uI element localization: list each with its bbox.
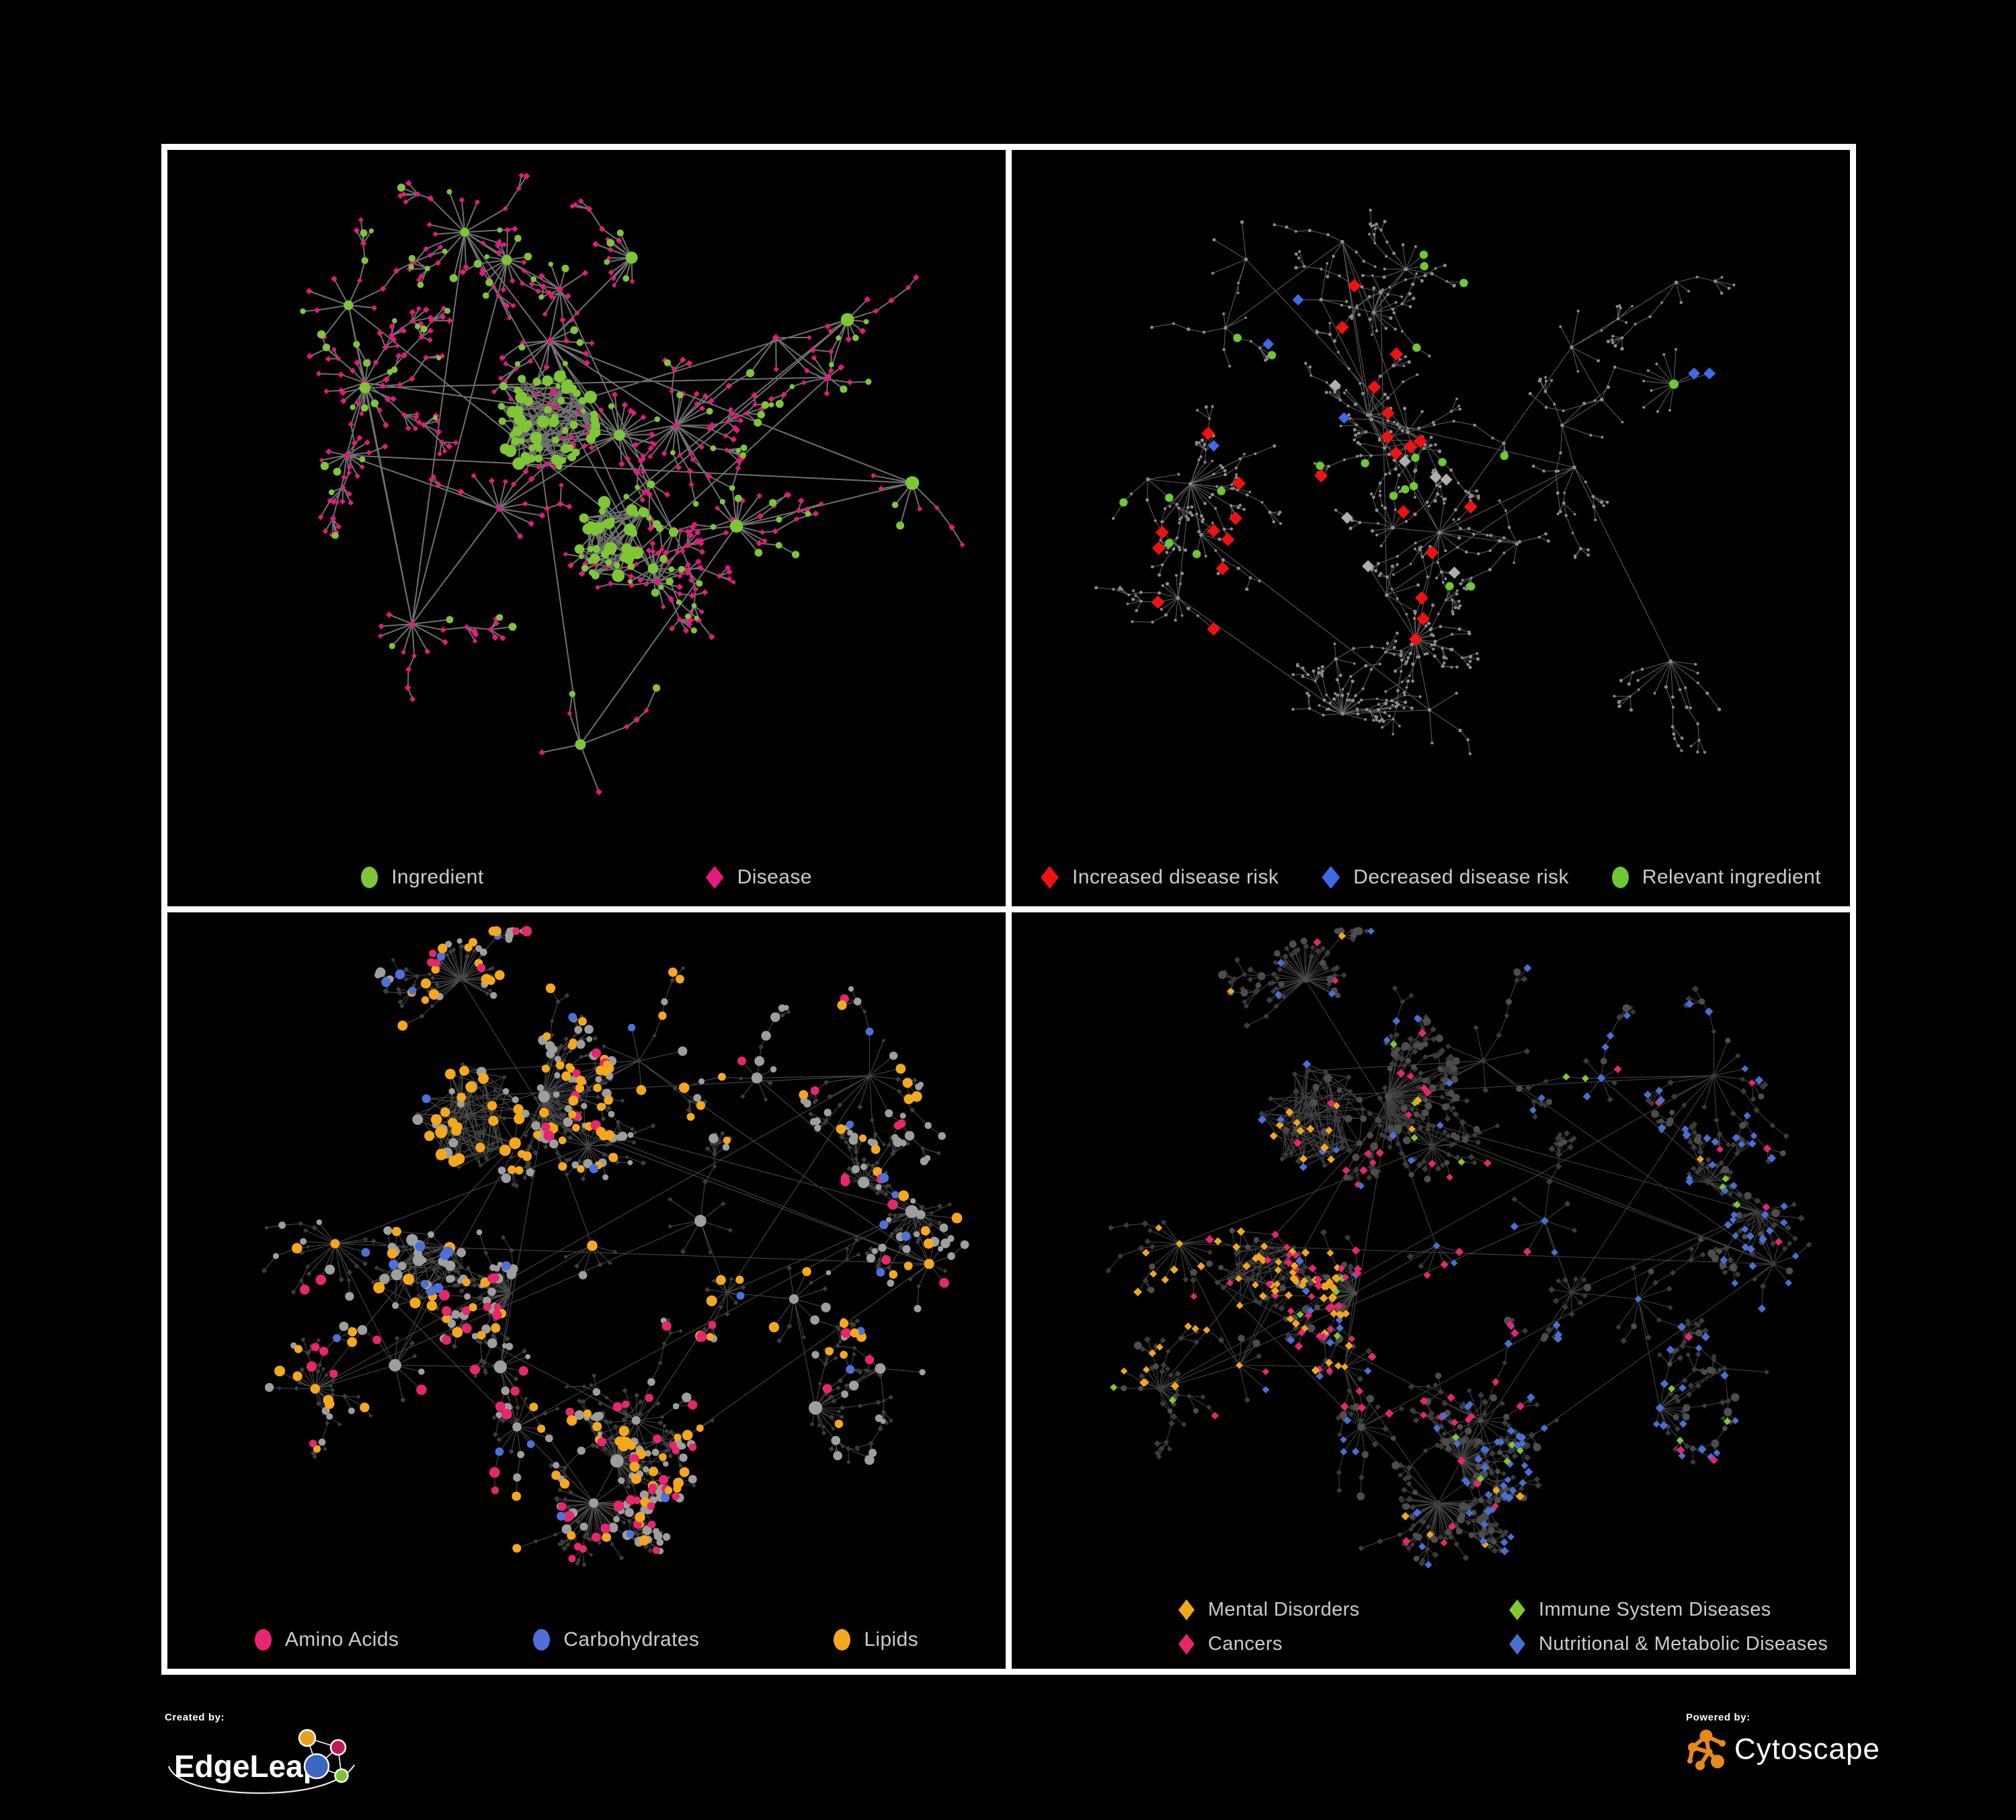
legend-item-mental-disorders: Mental Disorders	[1178, 1599, 1509, 1621]
lipids-marker-icon	[834, 1629, 851, 1651]
cytoscape-logo-icon	[1687, 1729, 1726, 1770]
legend-item-ingredient: Ingredient	[361, 866, 483, 889]
edgeleap-logo: EdgeLeap	[167, 1729, 355, 1794]
legend-item-carbohydrates: Carbohydrates	[533, 1628, 699, 1651]
legend-item-metabolic-diseases: Nutritional & Metabolic Diseases	[1509, 1633, 1828, 1655]
legend-label-increased-risk: Increased disease risk	[1072, 866, 1279, 888]
legend-label-relevant-ingredient: Relevant ingredient	[1642, 866, 1821, 888]
legend-label-amino-acids: Amino Acids	[284, 1628, 399, 1651]
edgeleap-node-green	[334, 1768, 349, 1783]
panel-nutrient-classes: Amino Acids Carbohydrates Lipids	[167, 912, 1006, 1669]
disease-class-network-graph	[1105, 926, 1812, 1569]
nutrient-class-network-graph	[261, 926, 969, 1568]
amino-acids-marker-icon	[254, 1629, 272, 1651]
legend-item-decreased-risk: Decreased disease risk	[1322, 866, 1569, 889]
legend-item-relevant-ingredient: Relevant ingredient	[1611, 866, 1821, 889]
metabolic-diseases-marker-icon	[1509, 1634, 1525, 1655]
legend-item-amino-acids: Amino Acids	[254, 1628, 399, 1651]
panel-grid-frame: Ingredient Disease Increased disease ris…	[161, 144, 1856, 1675]
edgeleap-node-orange	[298, 1729, 317, 1747]
legend-label-ingredient: Ingredient	[391, 866, 484, 888]
legend-item-cancers: Cancers	[1178, 1633, 1509, 1655]
legend-label-carbohydrates: Carbohydrates	[563, 1628, 700, 1651]
relevant-ingredient-marker-icon	[1611, 867, 1629, 888]
powered-by-label: Powered by:	[1686, 1712, 1750, 1723]
legend-nutrient-classes: Amino Acids Carbohydrates Lipids	[167, 1628, 1006, 1651]
disease-risk-network-graph	[1094, 208, 1736, 756]
edgeleap-node-blue	[303, 1753, 330, 1780]
created-by-block: Created by: EdgeLeap	[165, 1712, 373, 1801]
panel-ingredient-disease: Ingredient Disease	[167, 150, 1006, 906]
legend-label-mental-disorders: Mental Disorders	[1208, 1599, 1360, 1620]
panel-disease-classes: Mental Disorders Immune System Diseases …	[1012, 912, 1850, 1669]
legend-item-increased-risk: Increased disease risk	[1041, 866, 1279, 889]
decreased-risk-marker-icon	[1322, 866, 1340, 889]
created-by-label: Created by:	[165, 1712, 225, 1723]
legend-label-metabolic-diseases: Nutritional & Metabolic Diseases	[1539, 1633, 1828, 1655]
legend-label-immune-diseases: Immune System Diseases	[1539, 1599, 1771, 1620]
legend-item-immune-diseases: Immune System Diseases	[1509, 1599, 1828, 1621]
legend-label-decreased-risk: Decreased disease risk	[1353, 866, 1569, 888]
legend-label-disease: Disease	[737, 866, 812, 888]
legend-label-lipids: Lipids	[864, 1628, 919, 1651]
legend-disease-classes: Mental Disorders Immune System Diseases …	[1178, 1599, 1828, 1655]
legend-label-cancers: Cancers	[1208, 1633, 1283, 1655]
cytoscape-wordmark: Cytoscape	[1734, 1733, 1880, 1766]
increased-risk-marker-icon	[1041, 866, 1059, 889]
mental-disorders-marker-icon	[1178, 1599, 1195, 1620]
cancers-marker-icon	[1178, 1634, 1195, 1655]
disease-marker-icon	[705, 866, 724, 889]
carbohydrates-marker-icon	[533, 1629, 551, 1651]
legend-ingredient-disease: Ingredient Disease	[167, 866, 1006, 889]
legend-item-lipids: Lipids	[834, 1628, 918, 1651]
legend-disease-risk: Increased disease risk Decreased disease…	[1012, 866, 1850, 889]
ingredient-disease-network-graph	[300, 172, 965, 795]
ingredient-marker-icon	[361, 867, 378, 888]
legend-item-disease: Disease	[705, 866, 812, 889]
edgeleap-wordmark: EdgeLeap	[174, 1749, 322, 1784]
powered-by-block: Powered by: Cytoscape	[1686, 1712, 1880, 1772]
immune-diseases-marker-icon	[1509, 1599, 1525, 1620]
edgeleap-node-magenta	[329, 1739, 347, 1756]
panel-disease-risk: Increased disease risk Decreased disease…	[1012, 150, 1850, 906]
